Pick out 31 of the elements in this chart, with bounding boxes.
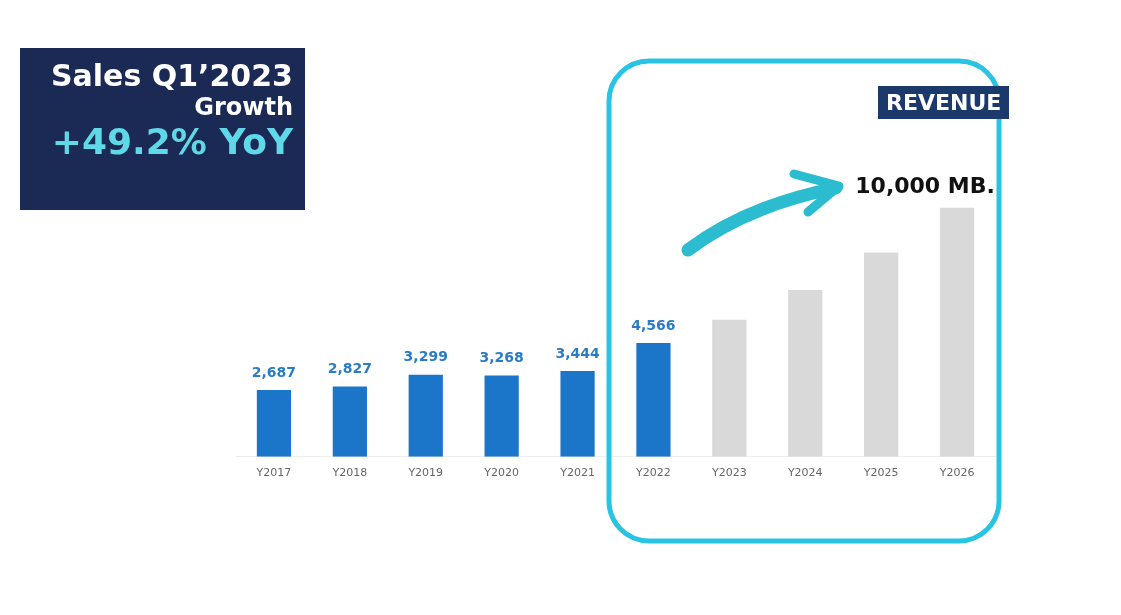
bar — [256, 389, 292, 457]
x-tick-label: Y2017 — [255, 466, 292, 480]
bar — [560, 371, 595, 457]
data-label: 2,827 — [327, 360, 372, 377]
x-tick-label: Y2021 — [559, 466, 595, 480]
bar — [712, 319, 747, 457]
bar — [864, 252, 899, 457]
data-label: 3,444 — [555, 344, 600, 361]
data-label: 3,268 — [479, 349, 524, 366]
x-tick-label: Y2023 — [710, 466, 747, 480]
bar — [636, 343, 671, 457]
bar — [788, 289, 823, 457]
chart-title: Sales Q1’2023 — [49, 58, 293, 93]
x-tick-label: Y2022 — [635, 466, 671, 480]
text: +49.2% YoY — [50, 121, 293, 162]
chart-subtitle: Growth — [193, 93, 293, 121]
x-tick-label: Y2024 — [786, 466, 823, 480]
bar — [939, 207, 975, 457]
x-tick-label: Y2025 — [862, 466, 899, 480]
text: REVENUE — [878, 86, 1010, 119]
bar — [332, 386, 367, 457]
x-tick-label: Y2018 — [331, 466, 368, 480]
data-label: 2,687 — [251, 363, 297, 380]
bar — [484, 375, 519, 457]
x-tick-label: Y2020 — [483, 466, 520, 480]
x-tick-label: Y2026 — [938, 466, 975, 480]
data-label: 4,566 — [631, 316, 676, 333]
x-tick-label: Y2019 — [407, 466, 444, 480]
bar — [408, 374, 443, 457]
data-label: 3,299 — [403, 348, 448, 365]
data-label: 10,000 MB. — [855, 172, 995, 198]
